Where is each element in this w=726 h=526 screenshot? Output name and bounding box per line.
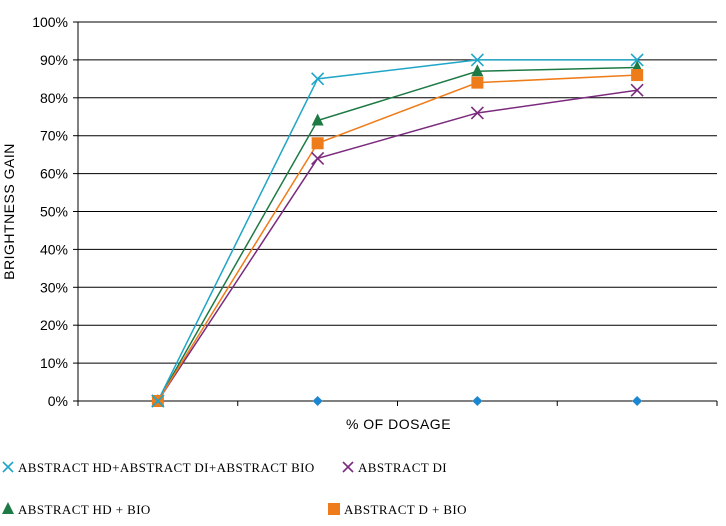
series-layer <box>151 53 644 408</box>
data-point <box>311 113 324 126</box>
y-tick-label: 100% <box>32 14 68 30</box>
y-axis-ticks: 0% 10% 20% 30% 40% 50% 60% 70% 80% 90% 100% <box>32 14 78 409</box>
y-tick-label: 80% <box>40 90 68 106</box>
y-tick-label: 20% <box>40 317 68 333</box>
x-axis-ticks <box>77 401 718 406</box>
data-point <box>151 394 165 408</box>
data-point <box>311 72 325 86</box>
y-axis-title: BRIGHTNESS GAIN <box>1 143 17 280</box>
legend-item: ABSTRACT HD+ABSTRACT DI+ABSTRACT BIO <box>2 460 315 475</box>
series-line <box>157 89 638 402</box>
x-axis-title: % OF DOSAGE <box>346 416 451 432</box>
baseline-point <box>632 396 643 406</box>
legend-label: ABSTRACT DI <box>358 460 447 475</box>
legend-item: ABSTRACT HD + BIO <box>2 502 151 517</box>
baseline-point <box>312 396 323 406</box>
y-tick-label: 90% <box>40 52 68 68</box>
y-tick-label: 10% <box>40 355 68 371</box>
data-point <box>630 83 644 97</box>
legend-item: ABSTRACT DI <box>342 460 447 475</box>
legend-label: ABSTRACT HD + BIO <box>18 502 151 517</box>
gridlines <box>78 21 717 364</box>
y-tick-label: 40% <box>40 241 68 257</box>
data-point <box>630 53 644 67</box>
legend-marker <box>2 461 14 473</box>
baseline-point <box>472 396 483 406</box>
legend-marker <box>328 503 340 515</box>
y-tick-label: 30% <box>40 279 68 295</box>
legend-label: ABSTRACT D + BIO <box>344 502 467 517</box>
legend: ABSTRACT HD+ABSTRACT DI+ABSTRACT BIO ABST… <box>2 460 467 517</box>
y-tick-label: 50% <box>40 204 68 220</box>
data-point <box>470 53 484 67</box>
data-point <box>631 69 644 82</box>
legend-marker <box>342 461 354 473</box>
y-tick-label: 0% <box>48 393 68 409</box>
legend-marker <box>2 502 14 514</box>
y-tick-label: 70% <box>40 128 68 144</box>
series-line <box>157 74 638 402</box>
data-point <box>311 151 325 166</box>
y-tick-label: 60% <box>40 166 68 182</box>
data-point <box>471 64 484 77</box>
legend-label: ABSTRACT HD+ABSTRACT DI+ABSTRACT BIO <box>18 460 315 475</box>
data-point <box>470 106 484 120</box>
data-point <box>471 76 484 89</box>
data-point <box>311 137 324 150</box>
series-line <box>157 66 638 402</box>
legend-item: ABSTRACT D + BIO <box>328 502 467 517</box>
series-line <box>157 59 638 402</box>
